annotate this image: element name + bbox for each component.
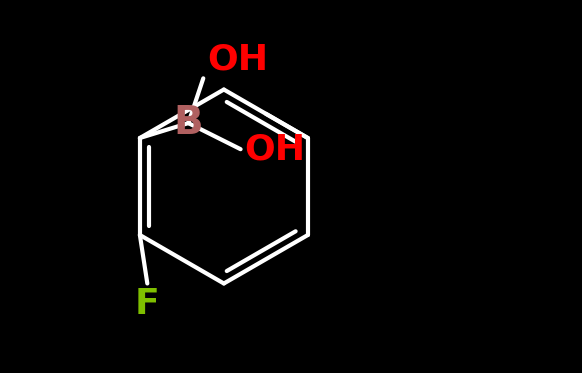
Text: B: B (173, 104, 203, 142)
Text: OH: OH (207, 43, 268, 76)
Text: F: F (135, 287, 159, 321)
Text: OH: OH (244, 132, 306, 166)
